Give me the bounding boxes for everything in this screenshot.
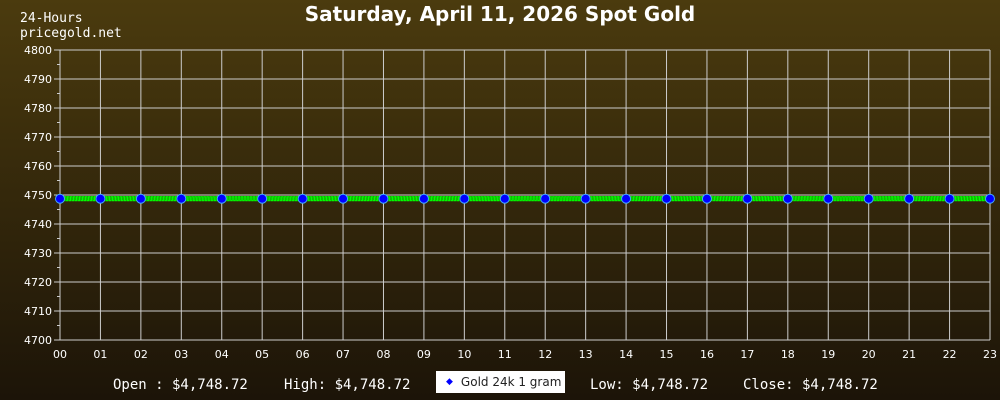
high-price: High: $4,748.72: [284, 377, 411, 393]
data-point: [904, 193, 915, 204]
x-tick-label: 14: [619, 348, 633, 361]
x-tick-label: 20: [862, 348, 876, 361]
data-point: [621, 193, 632, 204]
x-tick-label: 13: [579, 348, 593, 361]
data-point: [95, 193, 106, 204]
data-point: [378, 193, 389, 204]
x-tick-label: 03: [174, 348, 188, 361]
x-tick-label: 17: [740, 348, 754, 361]
y-tick-label: 4800: [24, 44, 52, 57]
y-tick-label: 4770: [24, 131, 52, 144]
x-tick-label: 05: [255, 348, 269, 361]
y-tick-label: 4750: [24, 189, 52, 202]
y-tick-label: 4700: [24, 334, 52, 347]
y-tick-label: 4710: [24, 305, 52, 318]
x-tick-label: 08: [376, 348, 390, 361]
data-point: [418, 193, 429, 204]
data-point: [55, 193, 65, 204]
x-tick-label: 18: [781, 348, 795, 361]
open-price: Open : $4,748.72: [113, 377, 248, 393]
x-tick-label: 19: [821, 348, 835, 361]
data-point: [297, 193, 308, 204]
site-name: pricegold.net: [20, 26, 122, 41]
legend-label: Gold 24k 1 gram: [460, 375, 562, 389]
data-point: [257, 193, 268, 204]
x-tick-label: 07: [336, 348, 350, 361]
data-point: [863, 193, 874, 204]
y-tick-label: 4740: [24, 218, 52, 231]
data-point: [338, 193, 349, 204]
y-tick-label: 4720: [24, 276, 52, 289]
x-tick-label: 04: [215, 348, 229, 361]
data-point: [540, 193, 551, 204]
data-point: [782, 193, 793, 204]
data-point: [459, 193, 470, 204]
data-point: [661, 193, 672, 204]
data-point: [499, 193, 510, 204]
y-tick-label: 4790: [24, 73, 52, 86]
data-point: [985, 193, 995, 204]
x-tick-label: 23: [983, 348, 997, 361]
low-price: Low: $4,748.72: [590, 377, 709, 393]
legend: ◆ Gold 24k 1 gram: [436, 371, 565, 393]
x-tick-label: 15: [660, 348, 674, 361]
y-tick-label: 4780: [24, 102, 52, 115]
chart-title: Saturday, April 11, 2026 Spot Gold: [304, 2, 696, 26]
x-tick-label: 01: [93, 348, 107, 361]
close-price: Close: $4,748.72: [743, 377, 878, 393]
series-line: [59, 196, 991, 202]
x-tick-label: 16: [700, 348, 714, 361]
data-point: [135, 193, 146, 204]
x-tick-label: 12: [538, 348, 552, 361]
x-tick-label: 21: [902, 348, 916, 361]
data-point: [701, 193, 712, 204]
y-tick-label: 4760: [24, 160, 52, 173]
data-point: [742, 193, 753, 204]
period-label: 24-Hours: [20, 11, 83, 26]
data-point: [944, 193, 955, 204]
data-point: [176, 193, 187, 204]
legend-marker-icon: ◆: [446, 377, 453, 387]
x-tick-label: 10: [457, 348, 471, 361]
x-tick-label: 22: [943, 348, 957, 361]
data-point: [580, 193, 591, 204]
x-tick-label: 00: [53, 348, 67, 361]
x-tick-label: 09: [417, 348, 431, 361]
x-tick-label: 06: [296, 348, 310, 361]
x-tick-label: 02: [134, 348, 148, 361]
data-point: [823, 193, 834, 204]
data-point: [216, 193, 227, 204]
y-tick-label: 4730: [24, 247, 52, 260]
x-tick-label: 11: [498, 348, 512, 361]
